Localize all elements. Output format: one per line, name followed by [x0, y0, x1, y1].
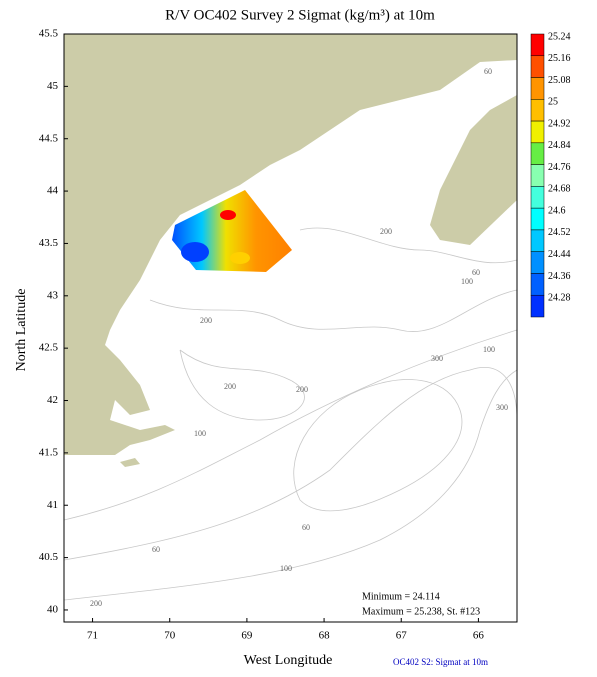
land [430, 95, 517, 245]
colorbar-label: 24.36 [548, 271, 571, 282]
survey-field [220, 210, 236, 220]
contour-label: 60 [302, 523, 310, 532]
y-tick-label: 42 [47, 394, 58, 406]
contour-label: 200 [224, 382, 236, 391]
contour-label: 300 [431, 354, 443, 363]
colorbar-label: 24.6 [548, 205, 566, 216]
contour-label: 300 [496, 403, 508, 412]
title: R/V OC402 Survey 2 Sigmat (kg/m³) at 10m [165, 7, 435, 23]
colorbar-label: 24.44 [548, 249, 571, 260]
survey-field [181, 242, 209, 262]
x-tick-label: 71 [87, 630, 98, 642]
colorbar-swatch [530, 294, 545, 318]
maximum-note: Maximum = 25.238, St. #123 [362, 606, 480, 617]
colorbar-label: 25.24 [548, 31, 571, 42]
contour-label: 200 [380, 227, 392, 236]
colorbar-swatch [530, 55, 545, 78]
y-tick-label: 44 [47, 185, 59, 197]
colorbar-label: 24.28 [548, 293, 571, 304]
footer: OC402 S2: Sigmat at 10m [393, 657, 488, 667]
x-axis-label: West Longitude [244, 653, 333, 668]
colorbar-swatch [530, 207, 545, 231]
colorbar-label: 24.76 [548, 162, 571, 173]
colorbar-swatch [530, 142, 545, 165]
colorbar-label: 25 [548, 97, 558, 108]
contour-label: 60 [472, 268, 480, 277]
map-area [64, 34, 517, 622]
colorbar-label: 25.08 [548, 75, 571, 86]
contour-label: 100 [483, 345, 495, 354]
y-tick-label: 43 [47, 289, 59, 301]
y-tick-label: 45.5 [39, 28, 59, 40]
minimum-note: Minimum = 24.114 [362, 591, 440, 602]
map-frame [63, 33, 518, 623]
contour-line [64, 369, 517, 601]
contour-label: 60 [152, 545, 160, 554]
contour-label: 200 [200, 316, 212, 325]
colorbar-swatch [530, 99, 545, 122]
y-tick-label: 43.5 [39, 237, 59, 249]
contour-label: 60 [484, 67, 492, 76]
contour-line [299, 227, 517, 264]
y-tick-label: 45 [47, 80, 59, 92]
colorbar-label: 24.68 [548, 184, 571, 195]
contour-label: 200 [296, 385, 308, 394]
y-tick-label: 42.5 [39, 342, 59, 354]
island [120, 458, 140, 467]
colorbar-swatch [530, 273, 545, 296]
y-tick-label: 41.5 [39, 446, 59, 458]
colorbar-swatch [530, 77, 545, 100]
x-tick-label: 70 [164, 630, 176, 642]
y-tick-label: 41 [47, 499, 58, 511]
contour-label: 100 [461, 277, 473, 286]
contour-label: 100 [280, 564, 292, 573]
colorbar-swatch [530, 251, 545, 274]
contour-line [64, 367, 517, 561]
survey-field [230, 252, 250, 264]
colorbar-label: 25.16 [548, 53, 571, 64]
contour-line [293, 379, 463, 512]
y-tick-label: 44.5 [39, 132, 59, 144]
contour-label: 200 [90, 599, 102, 608]
colorbar-label: 24.52 [548, 227, 571, 238]
colorbar-swatch [530, 164, 545, 187]
y-tick-label: 40.5 [39, 551, 59, 563]
x-tick-label: 67 [396, 630, 408, 642]
land [64, 34, 517, 455]
y-tick-label: 40 [47, 603, 59, 615]
colorbar-swatch [530, 186, 545, 209]
contour-line [149, 289, 517, 332]
y-axis-label: North Latitude [14, 289, 29, 372]
colorbar-label: 24.92 [548, 118, 571, 129]
colorbar-swatch [530, 229, 545, 252]
colorbar-swatch [530, 33, 545, 57]
x-tick-label: 69 [241, 630, 253, 642]
x-tick-label: 68 [319, 630, 331, 642]
colorbar-label: 24.84 [548, 140, 571, 151]
colorbar-swatch [530, 120, 545, 144]
contour-line [179, 349, 305, 421]
contour-label: 100 [194, 429, 206, 438]
x-tick-label: 66 [473, 630, 485, 642]
contour-line [64, 329, 517, 521]
